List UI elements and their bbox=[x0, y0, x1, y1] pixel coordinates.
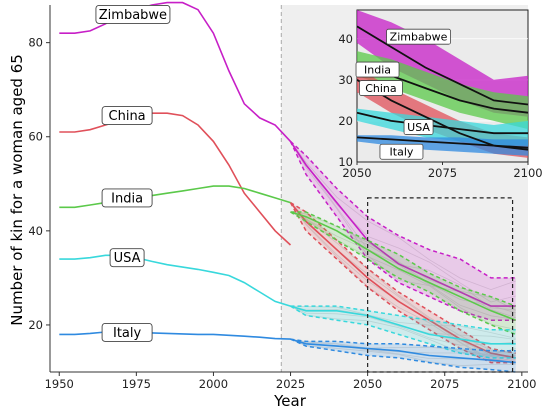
inset-label-italy: Italy bbox=[390, 146, 414, 159]
projection-band-usa bbox=[290, 306, 516, 358]
label-box-china bbox=[101, 106, 153, 126]
projection-median-line-zimbabwe bbox=[289, 140, 516, 307]
label-usa: USA bbox=[114, 251, 141, 266]
simulation-trajectory-usa-3 bbox=[290, 305, 516, 339]
inset-x-tick-label-2100: 2100 bbox=[513, 166, 542, 180]
country-labels: Zimbabwe China India USA Italy bbox=[95, 4, 171, 342]
projection-upper-line-china bbox=[290, 201, 516, 354]
x-tick-label-2050: 2050 bbox=[353, 377, 382, 391]
projection-median-line-india bbox=[290, 211, 516, 321]
inset-y-tick-label-20: 20 bbox=[338, 114, 353, 128]
inset-label-india: India bbox=[364, 64, 391, 77]
x-tick-label-1975: 1975 bbox=[122, 377, 151, 391]
y-tick-label-80: 80 bbox=[28, 36, 43, 50]
simulation-trajectory-italy-0 bbox=[290, 338, 516, 367]
inset-label-box-china bbox=[359, 80, 403, 96]
projection-lower-line-zimbabwe bbox=[289, 141, 516, 321]
y-tick-label-20: 20 bbox=[28, 318, 43, 332]
x-tick-label-2075: 2075 bbox=[430, 377, 459, 391]
inset-label-zimbabwe: Zimbabwe bbox=[390, 31, 448, 44]
projection-band-zimbabwe bbox=[290, 141, 516, 321]
historical-line-zimbabwe bbox=[59, 1, 292, 142]
label-box-zimbabwe bbox=[95, 4, 171, 24]
projection-median-line-usa bbox=[290, 305, 516, 345]
projection-median-line-china bbox=[289, 202, 516, 359]
label-zimbabwe: Zimbabwe bbox=[99, 8, 167, 23]
simulation-trajectory-italy-3 bbox=[290, 338, 516, 359]
projection-lower-line-china bbox=[289, 202, 516, 364]
inset-label-box-usa bbox=[403, 119, 434, 135]
inset-chart: 10 20 30 40 2050 2075 2100 Zimbabwe India China US… bbox=[338, 9, 542, 180]
label-india: India bbox=[111, 191, 143, 206]
simulation-trajectory-india-3 bbox=[290, 211, 516, 311]
x-tick-label-2100: 2100 bbox=[507, 377, 536, 391]
inset-y-tick-label-40: 40 bbox=[338, 32, 353, 46]
projection-band-china bbox=[290, 202, 516, 363]
simulation-trajectory-india-1 bbox=[290, 211, 516, 320]
inset-band-india bbox=[357, 51, 528, 130]
simulation-trajectory-zimbabwe-3 bbox=[290, 141, 516, 291]
label-china: China bbox=[109, 109, 146, 124]
simulation-trajectory-usa-1 bbox=[290, 305, 516, 346]
inset-label-china: China bbox=[365, 82, 396, 95]
inset-median-line-zimbabwe bbox=[356, 25, 529, 106]
label-italy: Italy bbox=[113, 326, 142, 341]
y-tick-label-40: 40 bbox=[28, 224, 43, 238]
projection-upper-line-italy bbox=[290, 338, 516, 352]
projection-upper-line-usa bbox=[290, 305, 516, 331]
y-axis-title: Number of kin for a woman aged 65 bbox=[8, 54, 26, 326]
inset-label-usa: USA bbox=[407, 121, 430, 134]
inset-label-box-italy bbox=[379, 143, 424, 160]
x-axis-ticks: 1950 1975 2000 2025 2050 2075 2100 bbox=[45, 372, 536, 391]
x-tick-label-2025: 2025 bbox=[276, 377, 305, 391]
label-box-usa bbox=[109, 248, 145, 268]
inset-x-tick-label-2050: 2050 bbox=[342, 166, 371, 180]
label-box-india bbox=[101, 188, 153, 208]
simulation-trajectory-india-0 bbox=[290, 211, 516, 330]
historical-line-usa bbox=[59, 254, 291, 307]
simulation-trajectory-italy-2 bbox=[290, 338, 516, 362]
projection-lower-line-usa bbox=[290, 305, 516, 359]
zoom-region-box bbox=[367, 197, 514, 373]
projection-median-line-italy bbox=[290, 338, 516, 364]
x-tick-label-1950: 1950 bbox=[45, 377, 74, 391]
inset-label-box-zimbabwe bbox=[386, 28, 451, 45]
inset-y-tick-label-30: 30 bbox=[338, 73, 353, 87]
inset-median-line-usa bbox=[356, 111, 528, 135]
y-tick-label-60: 60 bbox=[28, 130, 43, 144]
historical-line-india bbox=[59, 185, 291, 209]
main-plot-area bbox=[59, 1, 516, 373]
y-axis-ticks: 20 40 60 80 bbox=[28, 36, 50, 332]
projection-band-india bbox=[290, 212, 516, 335]
label-box-italy bbox=[101, 323, 153, 342]
inset-median-line-italy bbox=[356, 136, 529, 149]
projection-upper-line-zimbabwe bbox=[289, 140, 516, 279]
inset-x-tick-label-2075: 2075 bbox=[428, 166, 457, 180]
inset-label-box-india bbox=[355, 61, 400, 78]
x-tick-label-2000: 2000 bbox=[199, 377, 228, 391]
historical-line-china bbox=[59, 112, 292, 246]
historical-line-italy bbox=[59, 331, 291, 340]
projection-lower-line-india bbox=[290, 211, 516, 336]
x-axis-title: Year bbox=[273, 392, 307, 410]
inset-y-tick-label-10: 10 bbox=[338, 155, 353, 169]
